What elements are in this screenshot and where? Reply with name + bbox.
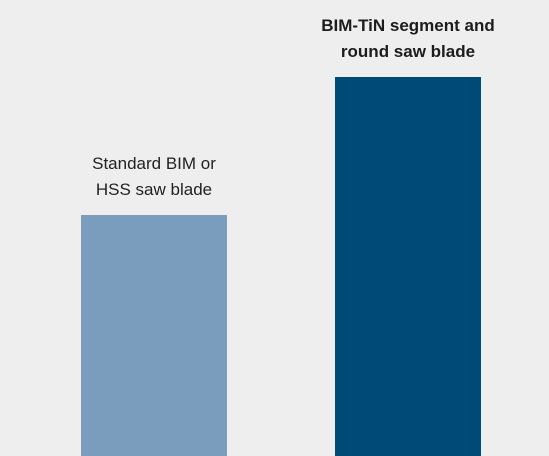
bar-label-line-1: BIM-TiN segment and: [321, 16, 495, 35]
bar-label-line-1: Standard BIM or: [92, 153, 216, 173]
bar-label-line-2: round saw blade: [340, 42, 476, 61]
bar-bim-tin-segment-round: [335, 77, 481, 456]
bar-label-bim-tin-segment-round: BIM-TiN segment and round saw blade: [288, 13, 528, 65]
bar-label-line-2: HSS saw blade: [95, 179, 213, 199]
bar-label-standard-bim-hss: Standard BIM or HSS saw blade: [34, 151, 274, 203]
bar-standard-bim-hss: [81, 214, 227, 456]
